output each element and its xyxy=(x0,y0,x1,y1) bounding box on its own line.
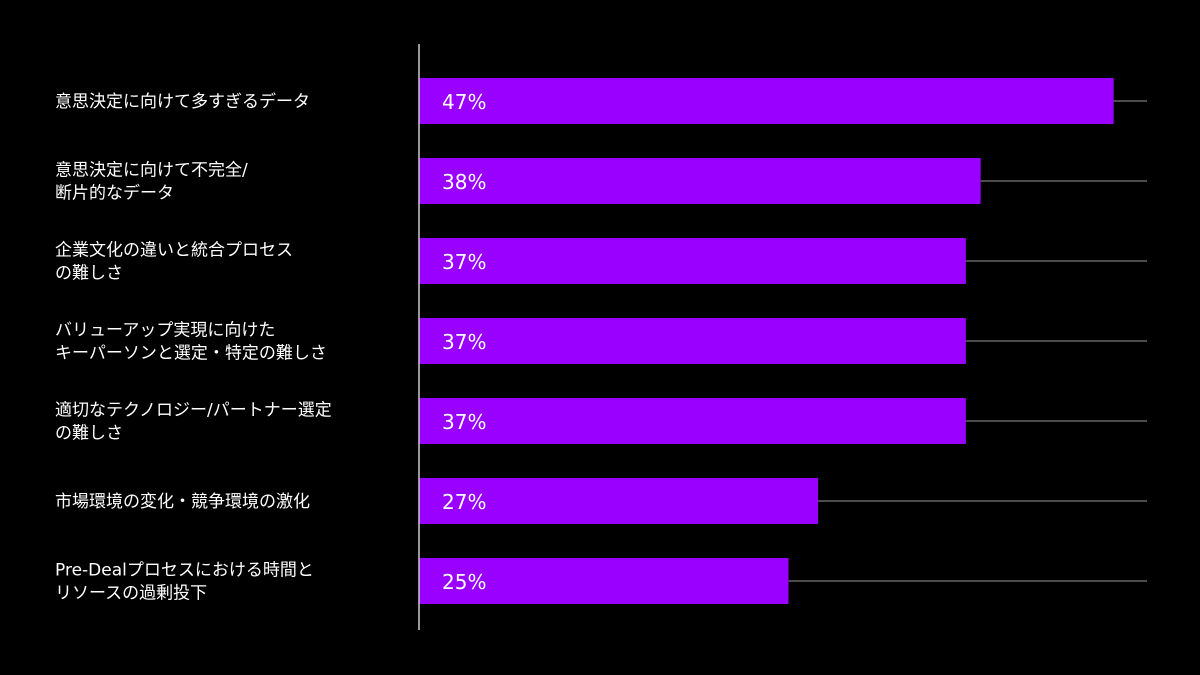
bar xyxy=(419,78,1114,124)
category-label-line: の難しさ xyxy=(55,264,123,284)
category-label-line: の難しさ xyxy=(55,424,123,444)
bar xyxy=(419,158,981,204)
category-label: バリューアップ実現に向けたキーパーソンと選定・特定の難しさ xyxy=(55,321,327,364)
category-label-line: 企業文化の違いと統合プロセス xyxy=(55,241,293,261)
value-label: 27% xyxy=(442,490,486,514)
category-label-line: 市場環境の変化・競争環境の激化 xyxy=(55,492,310,512)
category-label: 企業文化の違いと統合プロセスの難しさ xyxy=(55,241,293,284)
category-label: 市場環境の変化・競争環境の激化 xyxy=(55,492,310,512)
category-label-line: リソースの過剰投下 xyxy=(55,584,207,604)
category-label: 適切なテクノロジー/パートナー選定の難しさ xyxy=(55,401,332,444)
category-label: Pre-Dealプロセスにおける時間とリソースの過剰投下 xyxy=(55,561,314,604)
value-label: 25% xyxy=(442,570,486,594)
bar xyxy=(419,238,966,284)
value-labels-group: 47% 38% 37% 37% 37% 27% 25% xyxy=(442,90,486,594)
bar xyxy=(419,318,966,364)
category-label-line: 意思決定に向けて不完全/ xyxy=(55,161,248,181)
value-label: 37% xyxy=(442,250,486,274)
category-labels-group: 意思決定に向けて多すぎるデータ意思決定に向けて不完全/断片的なデータ企業文化の違… xyxy=(55,91,332,604)
category-label-line: バリューアップ実現に向けた xyxy=(55,321,275,341)
value-label: 38% xyxy=(442,170,486,194)
bar xyxy=(419,398,966,444)
category-label: 意思決定に向けて多すぎるデータ xyxy=(55,91,310,112)
category-label-line: キーパーソンと選定・特定の難しさ xyxy=(55,344,327,364)
value-label: 37% xyxy=(442,330,486,354)
category-label-line: Pre-Dealプロセスにおける時間と xyxy=(55,561,314,581)
bar xyxy=(419,478,819,524)
category-label-line: 適切なテクノロジー/パートナー選定 xyxy=(55,401,332,421)
bar xyxy=(419,558,789,604)
bars-group xyxy=(419,78,1114,604)
value-label: 37% xyxy=(442,410,486,434)
category-label-line: 意思決定に向けて多すぎるデータ xyxy=(55,91,310,112)
category-label-line: 断片的なデータ xyxy=(55,183,174,204)
value-label: 47% xyxy=(442,90,486,114)
category-label: 意思決定に向けて不完全/断片的なデータ xyxy=(55,161,248,204)
